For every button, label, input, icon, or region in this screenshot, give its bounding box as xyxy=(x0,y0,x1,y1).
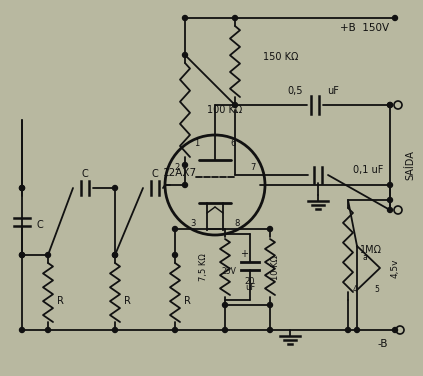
Text: 20: 20 xyxy=(245,276,255,285)
Circle shape xyxy=(354,327,360,332)
Text: a: a xyxy=(363,253,367,262)
Circle shape xyxy=(113,253,118,258)
Circle shape xyxy=(19,253,25,258)
Circle shape xyxy=(19,253,25,258)
Text: 7: 7 xyxy=(250,162,255,171)
Circle shape xyxy=(46,327,50,332)
Text: C: C xyxy=(151,169,158,179)
Text: 0,5: 0,5 xyxy=(287,86,303,96)
Circle shape xyxy=(387,103,393,108)
Circle shape xyxy=(113,185,118,191)
Circle shape xyxy=(267,327,272,332)
Circle shape xyxy=(393,327,398,332)
Circle shape xyxy=(19,327,25,332)
Text: 1MΩ: 1MΩ xyxy=(360,245,382,255)
Text: -B: -B xyxy=(378,339,388,349)
Text: 4: 4 xyxy=(352,285,357,294)
Text: SAÍDA: SAÍDA xyxy=(405,150,415,180)
Circle shape xyxy=(222,303,228,308)
Text: 8: 8 xyxy=(234,218,240,227)
Circle shape xyxy=(182,15,187,21)
Text: R: R xyxy=(124,296,131,305)
Text: C: C xyxy=(82,169,88,179)
Circle shape xyxy=(387,208,393,212)
Text: 7,5 KΩ: 7,5 KΩ xyxy=(198,253,208,281)
Text: 100 KΩ: 100 KΩ xyxy=(207,105,242,115)
Circle shape xyxy=(113,253,118,258)
Circle shape xyxy=(113,327,118,332)
Circle shape xyxy=(346,327,351,332)
Circle shape xyxy=(222,327,228,332)
Text: 150 KΩ: 150 KΩ xyxy=(263,52,298,62)
Text: 10 KΩ: 10 KΩ xyxy=(270,255,280,279)
Circle shape xyxy=(182,53,187,58)
Text: 1: 1 xyxy=(195,138,200,147)
Circle shape xyxy=(233,103,237,108)
Circle shape xyxy=(387,197,393,203)
Circle shape xyxy=(233,15,237,21)
Text: uF: uF xyxy=(327,86,339,96)
Circle shape xyxy=(387,182,393,188)
Text: 4,5v: 4,5v xyxy=(390,258,399,278)
Text: C: C xyxy=(36,220,43,230)
Circle shape xyxy=(387,103,393,108)
Circle shape xyxy=(173,253,178,258)
Text: R: R xyxy=(57,296,64,305)
Text: 2: 2 xyxy=(174,162,180,171)
Text: R: R xyxy=(184,296,191,305)
Circle shape xyxy=(182,162,187,167)
Circle shape xyxy=(19,185,25,191)
Text: +B  150V: +B 150V xyxy=(341,23,390,33)
Circle shape xyxy=(173,226,178,232)
Text: 5: 5 xyxy=(374,285,379,294)
Text: 3: 3 xyxy=(190,218,196,227)
Text: 0,1 uF: 0,1 uF xyxy=(353,165,383,175)
Text: +: + xyxy=(240,249,248,259)
Circle shape xyxy=(19,185,25,191)
Text: 12AX7: 12AX7 xyxy=(163,168,197,178)
Circle shape xyxy=(182,182,187,188)
Circle shape xyxy=(267,226,272,232)
Text: 25V: 25V xyxy=(221,267,236,276)
Text: uF: uF xyxy=(245,282,255,291)
Text: 6: 6 xyxy=(230,138,236,147)
Circle shape xyxy=(173,327,178,332)
Circle shape xyxy=(393,15,398,21)
Circle shape xyxy=(267,303,272,308)
Circle shape xyxy=(46,253,50,258)
